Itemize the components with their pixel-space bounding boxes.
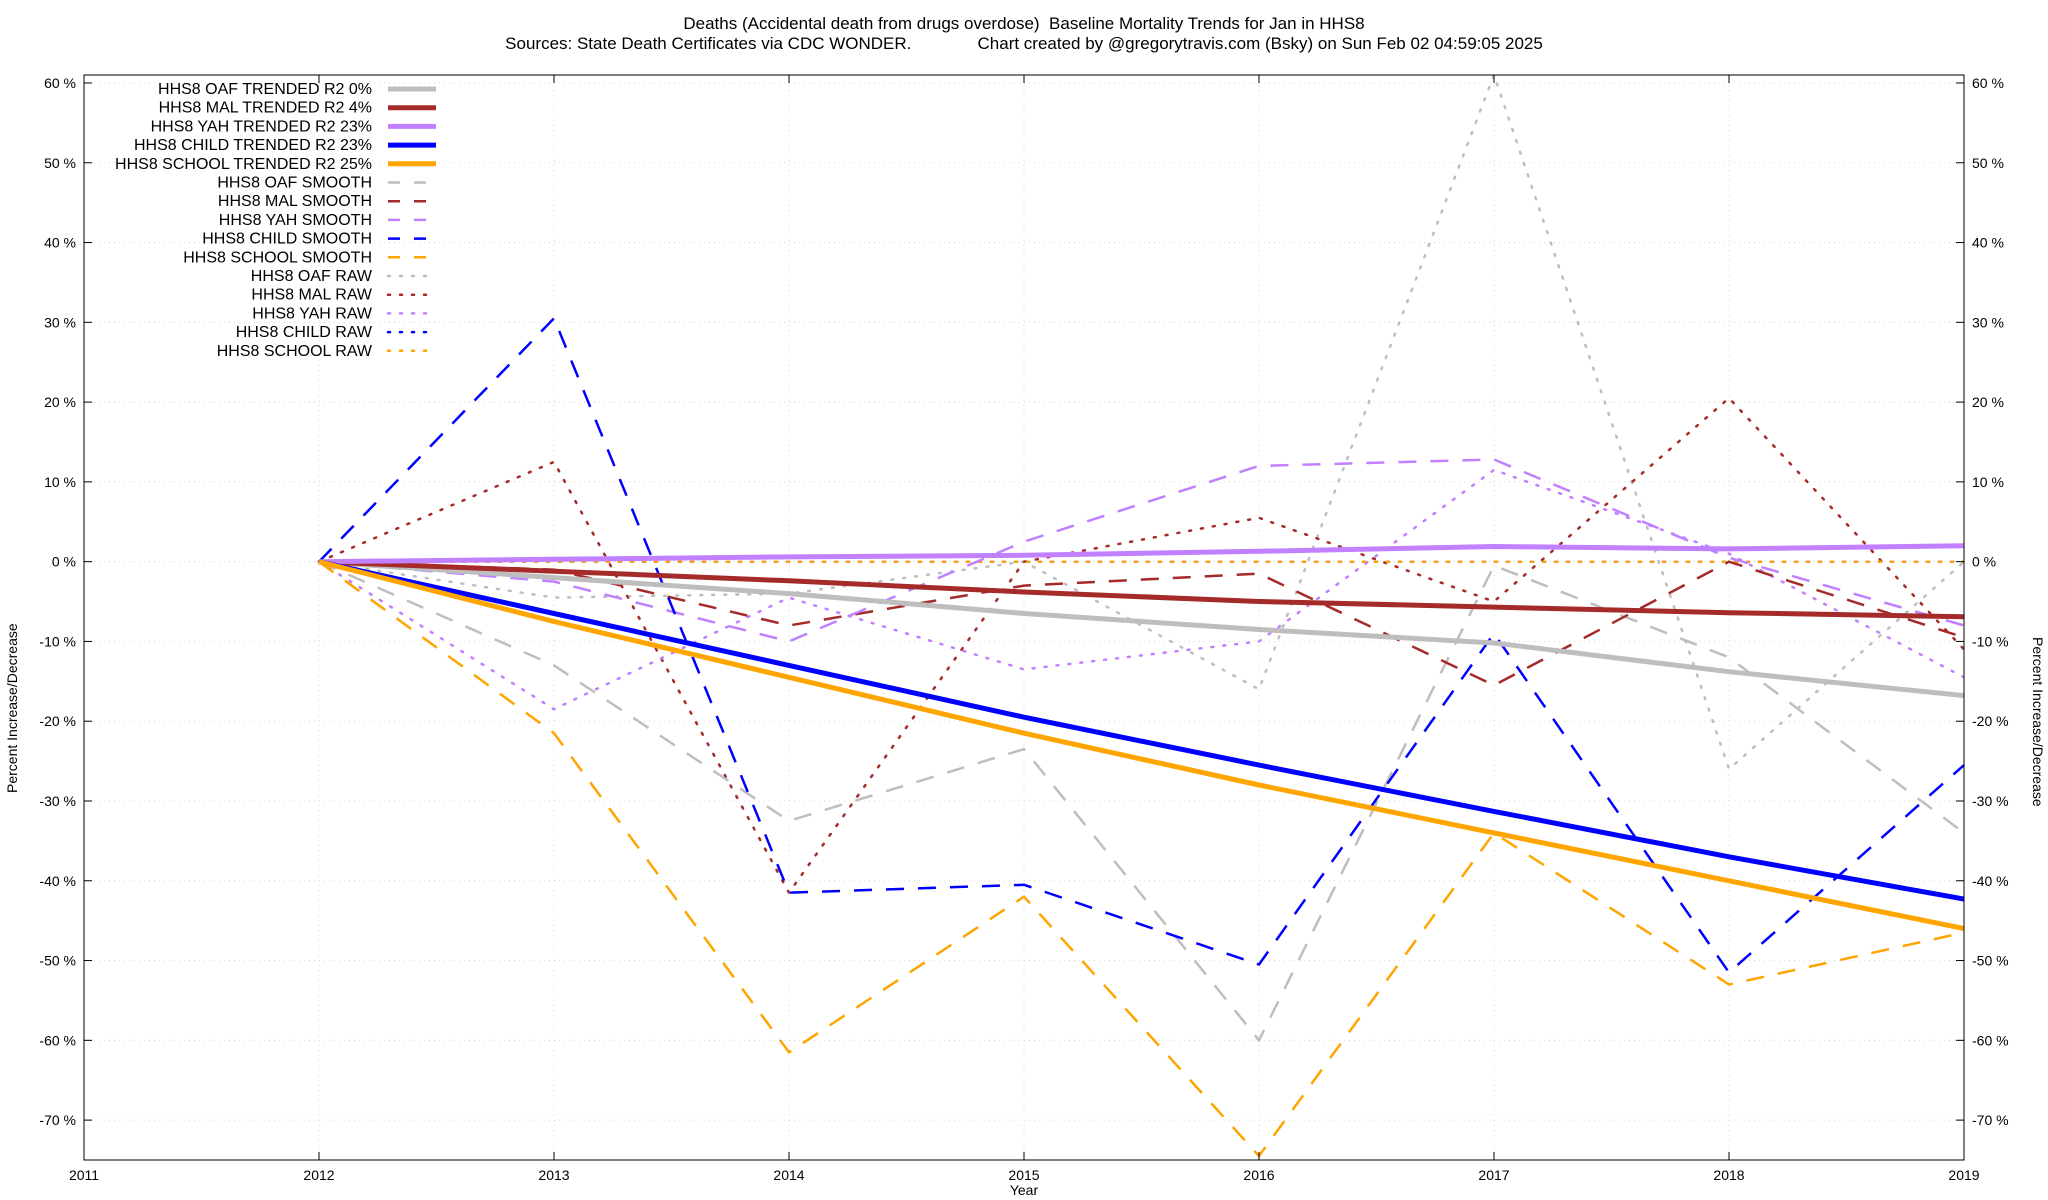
y2-tick-label: 0 % (1972, 554, 1996, 570)
x-tick-label: 2018 (1713, 1167, 1744, 1183)
chart-legend: HHS8 OAF TRENDED R2 0% HHS8 MAL TRENDED R… (115, 81, 438, 360)
legend-label: HHS8 SCHOOL RAW (217, 343, 373, 360)
y2-tick-label: 40 % (1972, 235, 2004, 251)
series-line-hhs8-school-smooth (318, 560, 1964, 1158)
series-line-hhs8-oaf-raw (317, 75, 1964, 772)
series-line-hhs8-mal-raw (317, 396, 1964, 896)
y2-tick-label: 10 % (1972, 474, 2004, 490)
y-tick-label: 50 % (44, 155, 76, 171)
series-line-hhs8-mal-trended-r2-4 (318, 559, 1964, 620)
x-tick-label: 2015 (1008, 1167, 1039, 1183)
legend-label: HHS8 MAL TRENDED R2 4% (159, 100, 372, 117)
x-tick-label: 2011 (69, 1167, 99, 1183)
series-lines (317, 75, 1964, 1158)
series-line-hhs8-child-smooth (318, 316, 1964, 975)
axis-ticks: 60 % 60 % 50 % 50 % 40 % 40 % 30 % 30 % 20 % 20 %… (39, 75, 2008, 1183)
y2-tick-label: -40 % (1972, 873, 2009, 889)
y2-tick-label: -10 % (1972, 633, 2009, 649)
y2-tick-label: -30 % (1972, 793, 2009, 809)
y2-axis-label: Percent Increase/Decrease (2030, 637, 2046, 807)
x-tick-label: 2013 (538, 1167, 569, 1183)
y-tick-label: -70 % (39, 1112, 76, 1128)
y-tick-label: -60 % (39, 1032, 76, 1048)
x-tick-label: 2017 (1478, 1167, 1509, 1183)
x-axis-label: Year (1009, 1182, 1039, 1198)
y-tick-label: -20 % (39, 713, 76, 729)
legend-label: HHS8 MAL RAW (251, 287, 373, 304)
legend-label: HHS8 YAH TRENDED R2 23% (151, 118, 372, 135)
y-tick-label: 30 % (44, 314, 76, 330)
series-line-hhs8-child-trended-r2-23 (318, 559, 1964, 902)
y-tick-label: 60 % (44, 75, 76, 91)
y2-tick-label: 20 % (1972, 394, 2004, 410)
y2-tick-label: -60 % (1972, 1032, 2009, 1048)
y2-tick-label: 50 % (1972, 155, 2004, 171)
legend-label: HHS8 CHILD SMOOTH (202, 231, 372, 248)
x-tick-label: 2016 (1243, 1167, 1274, 1183)
series-line-hhs8-oaf-smooth (318, 560, 1964, 1043)
y-tick-label: -50 % (39, 953, 76, 969)
y2-tick-label: 60 % (1972, 75, 2004, 91)
x-tick-label: 2019 (1948, 1167, 1979, 1183)
series-line-hhs8-mal-smooth (318, 560, 1964, 687)
legend-label: HHS8 YAH SMOOTH (219, 212, 372, 229)
series-line-hhs8-yah-trended-r2-23 (318, 543, 1964, 565)
series-line-hhs8-oaf-trended-r2-0 (318, 559, 1964, 699)
legend-label: HHS8 OAF TRENDED R2 0% (158, 81, 372, 98)
y-tick-label: -40 % (39, 873, 76, 889)
legend-label: HHS8 CHILD RAW (236, 324, 373, 341)
y-tick-label: 10 % (44, 474, 76, 490)
series-line-hhs8-school-trended-r2-25 (318, 559, 1964, 932)
y2-tick-label: -20 % (1972, 713, 2009, 729)
series-line-hhs8-yah-raw (317, 468, 1964, 711)
chart-subtitle: Sources: State Death Certificates via CD… (505, 34, 1543, 53)
y-axis-label: Percent Increase/Decrease (4, 623, 20, 793)
legend-label: HHS8 CHILD TRENDED R2 23% (134, 137, 372, 154)
chart-title: Deaths (Accidental death from drugs over… (683, 14, 1365, 33)
y-tick-label: 20 % (44, 394, 76, 410)
y-tick-label: -30 % (39, 793, 76, 809)
legend-label: HHS8 SCHOOL SMOOTH (183, 249, 372, 266)
x-tick-label: 2014 (773, 1167, 804, 1183)
legend-label: HHS8 OAF RAW (251, 268, 373, 285)
legend-label: HHS8 YAH RAW (252, 305, 373, 322)
y-tick-label: 0 % (52, 554, 76, 570)
y-tick-label: -10 % (39, 633, 76, 649)
y-tick-label: 40 % (44, 235, 76, 251)
y2-tick-label: -70 % (1972, 1112, 2009, 1128)
y2-tick-label: -50 % (1972, 953, 2009, 969)
x-tick-label: 2012 (303, 1167, 334, 1183)
legend-label: HHS8 OAF SMOOTH (217, 175, 372, 192)
y2-tick-label: 30 % (1972, 314, 2004, 330)
legend-label: HHS8 SCHOOL TRENDED R2 25% (115, 156, 372, 173)
legend-label: HHS8 MAL SMOOTH (218, 193, 372, 210)
